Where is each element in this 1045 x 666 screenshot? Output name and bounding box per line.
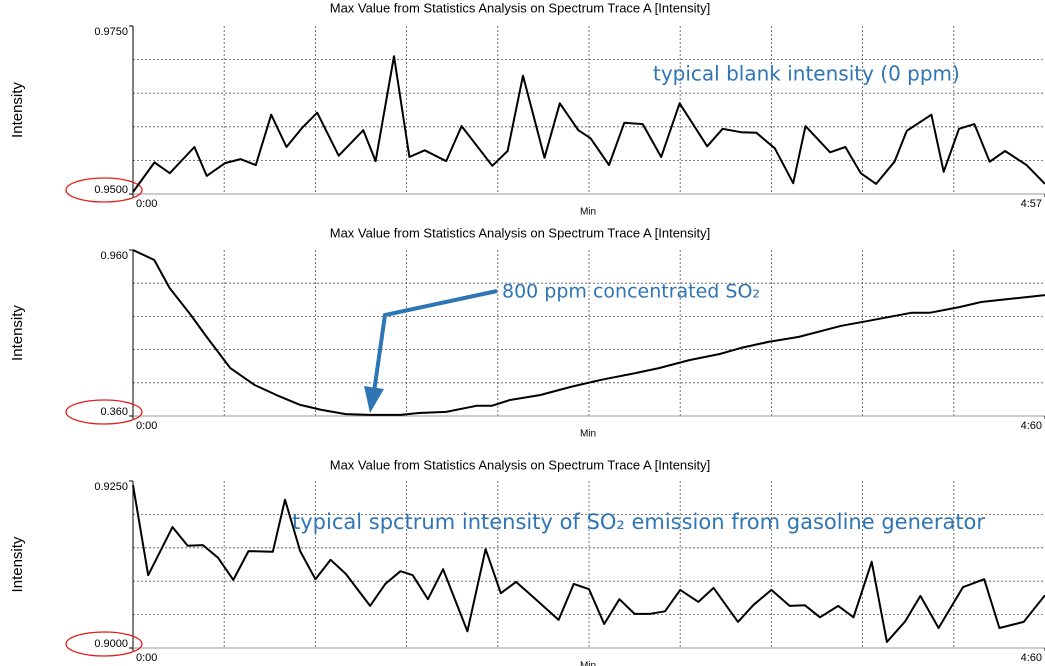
x-tick-label: 4:60 bbox=[1021, 652, 1042, 664]
highlight-ellipse bbox=[65, 631, 143, 657]
x-axis-label: Min bbox=[580, 207, 596, 218]
highlight-ellipse bbox=[65, 177, 143, 203]
y-tick-label: 0.9000 bbox=[94, 638, 128, 650]
y-tick-label: 0.960 bbox=[100, 250, 128, 262]
highlight-ellipse bbox=[65, 399, 143, 425]
annotation-arrow bbox=[372, 289, 498, 393]
x-tick-label: 0:00 bbox=[136, 198, 157, 210]
chart-title: Max Value from Statistics Analysis on Sp… bbox=[330, 0, 711, 15]
y-tick-label: 0.360 bbox=[100, 406, 128, 418]
annotation: typical spctrum intensity of SO₂ emissio… bbox=[292, 510, 985, 534]
data-line bbox=[132, 484, 1045, 643]
data-line bbox=[132, 55, 1045, 193]
annotation: typical blank intensity (0 ppm) bbox=[653, 62, 960, 86]
arrow-head bbox=[364, 386, 384, 413]
y-tick-label: 0.9250 bbox=[94, 481, 128, 493]
chart-title: Max Value from Statistics Analysis on Sp… bbox=[330, 225, 711, 240]
y-tick-label: 0.9750 bbox=[94, 26, 128, 38]
y-axis-label: Intensity bbox=[9, 536, 26, 592]
x-axis-label: Min bbox=[580, 429, 596, 440]
x-tick-label: 0:00 bbox=[136, 652, 157, 664]
x-axis-label: Min bbox=[580, 661, 596, 666]
y-tick-label: 0.9500 bbox=[94, 184, 128, 196]
y-axis-label: Intensity bbox=[9, 305, 26, 361]
x-tick-label: 4:57 bbox=[1021, 198, 1042, 210]
y-axis-label: Intensity bbox=[9, 82, 26, 138]
x-tick-label: 4:60 bbox=[1021, 420, 1042, 432]
annotation: 800 ppm concentrated SO₂ bbox=[502, 281, 760, 303]
x-tick-label: 0:00 bbox=[136, 420, 157, 432]
chart-title: Max Value from Statistics Analysis on Sp… bbox=[330, 457, 711, 472]
data-line bbox=[132, 249, 1045, 416]
